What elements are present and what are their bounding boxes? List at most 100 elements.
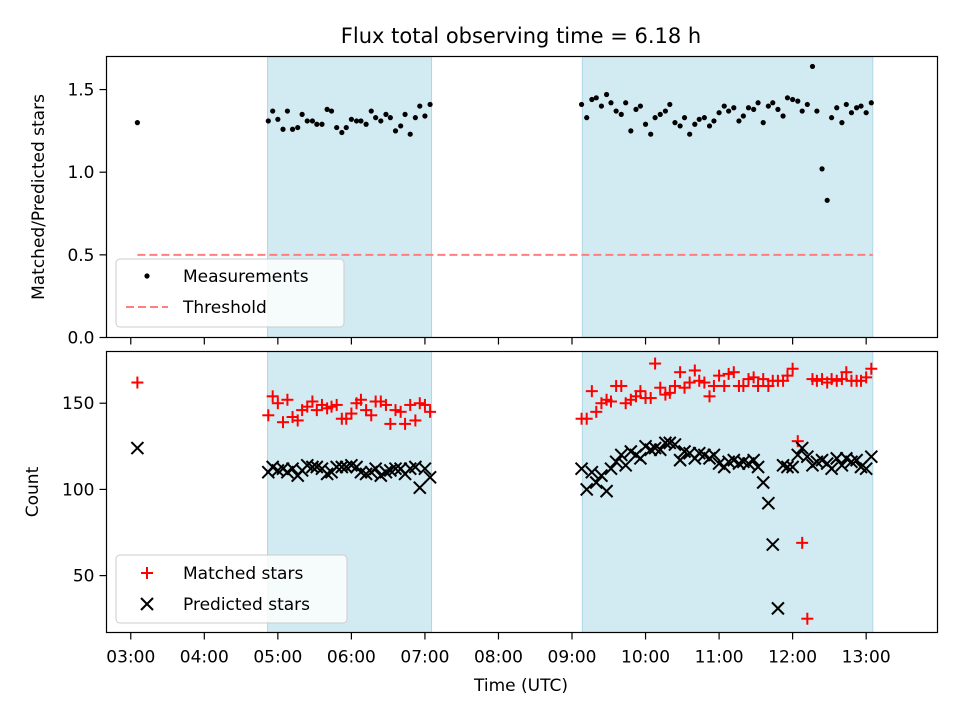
matched-point: [840, 366, 853, 379]
matched-point: [742, 373, 755, 386]
top-panel-x-ticks: [130, 337, 867, 345]
measurement-point: [334, 124, 340, 131]
measurement-point: [775, 106, 781, 112]
measurement-point: [652, 115, 658, 121]
matched-point: [718, 379, 731, 392]
matched-point: [404, 398, 417, 411]
measurement-point: [289, 126, 296, 132]
measurement-point: [795, 98, 801, 104]
measurement-point: [368, 108, 374, 114]
measurement-point: [706, 123, 713, 129]
legend-threshold-label: Threshold: [182, 298, 267, 318]
measurement-point: [618, 111, 624, 117]
measurement-point: [407, 131, 413, 137]
matched-point: [722, 367, 735, 380]
matched-point: [713, 369, 726, 382]
matched-point: [590, 405, 603, 418]
matched-point: [825, 373, 838, 386]
x-tick-label: 03:00: [106, 648, 155, 668]
measurement-point: [687, 131, 693, 137]
measurement-point: [657, 111, 663, 117]
matched-point: [354, 393, 367, 406]
measurement-point: [603, 91, 610, 98]
x-tick-label: 05:00: [253, 648, 302, 668]
top-panel-y-label: Matched/Predicted stars: [29, 94, 49, 300]
matched-point: [835, 373, 848, 386]
matched-point: [688, 364, 701, 377]
measurement-point: [328, 108, 335, 114]
matched-point: [418, 398, 431, 411]
predicted-point: [574, 462, 589, 476]
matched-point: [668, 379, 681, 392]
predicted-point: [643, 443, 658, 457]
matched-point: [786, 362, 799, 375]
measurement-point: [834, 105, 840, 111]
measurement-point: [383, 111, 389, 117]
measurement-point: [358, 118, 364, 124]
measurement-point: [843, 101, 849, 108]
matched-point: [865, 362, 878, 375]
matched-point: [306, 395, 319, 408]
legend-predicted-label: Predicted stars: [183, 595, 310, 615]
measurement-point: [412, 115, 418, 121]
matched-point: [727, 366, 740, 379]
y-tick-label: 0.0: [67, 329, 94, 349]
predicted-point: [780, 460, 795, 474]
predicted-point: [388, 462, 403, 476]
x-tick-label: 11:00: [695, 648, 744, 668]
measurement-point: [804, 101, 810, 108]
predicted-point: [859, 462, 873, 476]
measurement-point: [270, 108, 276, 114]
predicted-point: [604, 462, 618, 476]
measurement-point: [402, 111, 408, 117]
measurement-point: [854, 105, 860, 111]
measurement-point: [427, 101, 433, 108]
matched-point: [698, 376, 711, 389]
measurement-point: [721, 103, 727, 109]
top-legend-box: [115, 258, 345, 328]
matched-point: [330, 398, 343, 411]
measurement-point: [280, 126, 286, 132]
count-series: [130, 357, 879, 625]
predicted-point: [756, 475, 770, 490]
predicted-point: [368, 462, 383, 476]
measurement-point: [760, 120, 766, 126]
top-panel-shaded-intervals: [267, 56, 874, 338]
measurement-point: [809, 63, 816, 70]
measurement-point: [740, 113, 746, 119]
top-panel-frame: [105, 55, 939, 339]
matched-point: [654, 381, 667, 394]
x-axis-label: Time (UTC): [473, 676, 568, 696]
matched-point: [585, 385, 598, 398]
predicted-point: [824, 462, 839, 476]
y-tick-label: 1.5: [67, 81, 94, 101]
top-panel-y-axis: 0.0 0.5 1.0 1.5: [67, 81, 107, 349]
predicted-point: [785, 460, 800, 474]
measurement-point: [343, 124, 349, 131]
predicted-point: [795, 441, 809, 455]
matched-point: [266, 390, 279, 403]
measurement-point: [863, 110, 869, 116]
measurement-point: [681, 115, 688, 121]
measurement-point: [422, 113, 428, 119]
x-tick-label: 06:00: [327, 648, 376, 668]
measurement-point: [711, 118, 717, 124]
predicted-point: [751, 460, 765, 474]
measurement-point: [284, 108, 291, 114]
measurement-point: [613, 108, 619, 114]
measurement-point: [726, 108, 732, 114]
bottom-panel-y-label: Count: [23, 466, 43, 517]
measurement-point: [784, 95, 791, 101]
predicted-point: [614, 448, 628, 462]
predicted-point: [668, 437, 682, 452]
measurement-point: [304, 118, 310, 124]
y-tick-label: 1.0: [67, 163, 94, 183]
matched-point: [389, 404, 402, 417]
predicted-point: [589, 475, 603, 490]
measurement-point: [295, 124, 301, 131]
matched-point: [860, 371, 873, 384]
measurement-point: [398, 123, 404, 129]
predicted-point: [707, 448, 721, 462]
measurement-point: [608, 100, 614, 106]
